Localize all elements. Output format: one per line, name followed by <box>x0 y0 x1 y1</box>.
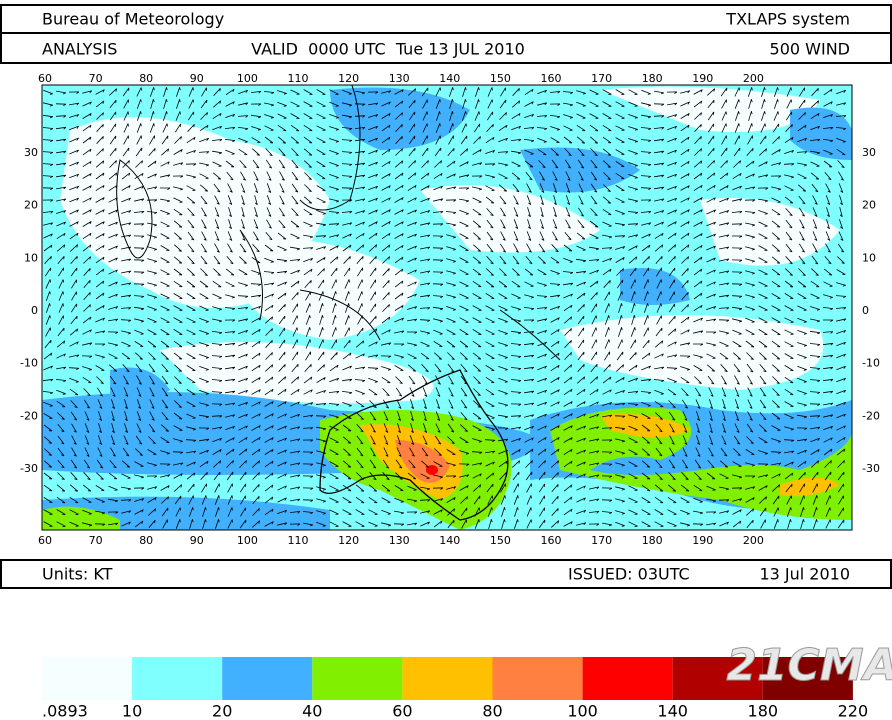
lon-label-top: 90 <box>190 72 204 85</box>
lon-label-bottom: 120 <box>338 534 359 547</box>
legend-swatch <box>582 657 673 700</box>
australia-coast <box>319 369 509 521</box>
lon-label-bottom: 60 <box>38 534 52 547</box>
legend-label: 140 <box>657 702 688 720</box>
lon-label-top: 150 <box>490 72 511 85</box>
lat-label-right: -10 <box>862 357 880 370</box>
calm-areas <box>60 86 840 404</box>
lon-label-bottom: 70 <box>89 534 103 547</box>
lat-label-left: 20 <box>24 199 38 212</box>
lon-label-top: 110 <box>288 72 309 85</box>
lon-label-bottom: 100 <box>237 534 258 547</box>
lon-label-bottom: 150 <box>490 534 511 547</box>
legend-label: .0893 <box>42 702 88 720</box>
header-right: TXLAPS system <box>725 10 850 29</box>
lon-label-bottom: 90 <box>190 534 204 547</box>
legend-swatch <box>222 657 313 700</box>
lat-label-right: 30 <box>862 146 876 159</box>
lon-label-bottom: 130 <box>389 534 410 547</box>
lat-label-right: 0 <box>862 304 869 317</box>
header-left: Bureau of Meteorology <box>42 10 224 29</box>
lon-label-top: 160 <box>541 72 562 85</box>
lon-label-bottom: 170 <box>591 534 612 547</box>
legend-swatch <box>402 657 493 700</box>
lat-label-right: -30 <box>862 462 880 475</box>
legend-label: 220 <box>838 702 869 720</box>
lat-label-right: 20 <box>862 199 876 212</box>
lon-label-bottom: 200 <box>743 534 764 547</box>
lon-label-top: 100 <box>237 72 258 85</box>
legend-swatch <box>132 657 223 700</box>
legend-swatch <box>672 657 763 700</box>
sub-center: VALID 0000 UTC Tue 13 JUL 2010 <box>251 40 525 59</box>
lon-label-bottom: 140 <box>439 534 460 547</box>
lon-label-top: 140 <box>439 72 460 85</box>
lon-label-top: 200 <box>743 72 764 85</box>
legend-label: 10 <box>122 702 142 720</box>
lon-label-top: 180 <box>642 72 663 85</box>
jet-max <box>426 465 438 475</box>
footer-issued: ISSUED: 03UTC <box>568 565 690 584</box>
lat-label-left: -20 <box>20 409 38 422</box>
footer-box <box>0 559 892 589</box>
lon-label-bottom: 180 <box>642 534 663 547</box>
legend-label: 100 <box>567 702 598 720</box>
lon-label-top: 120 <box>338 72 359 85</box>
legend-label: 180 <box>748 702 779 720</box>
legend-swatch <box>492 657 583 700</box>
legend-swatch <box>762 657 853 700</box>
lat-label-left: -10 <box>20 357 38 370</box>
arrow-set <box>42 87 847 529</box>
lon-label-top: 70 <box>89 72 103 85</box>
lon-label-bottom: 190 <box>692 534 713 547</box>
legend-label: 80 <box>482 702 502 720</box>
map: 6060707080809090100100110110120120130130… <box>20 72 880 547</box>
footer-date: 13 Jul 2010 <box>759 565 850 584</box>
legend-label: 60 <box>392 702 412 720</box>
lat-label-left: 0 <box>31 304 38 317</box>
wind-arrows <box>42 87 847 529</box>
lat-label-left: -30 <box>20 462 38 475</box>
sub-right: 500 WIND <box>770 40 850 59</box>
lon-label-top: 80 <box>139 72 153 85</box>
lon-label-top: 60 <box>38 72 52 85</box>
lat-label-left: 30 <box>24 146 38 159</box>
lon-label-top: 130 <box>389 72 410 85</box>
legend-label: 40 <box>302 702 322 720</box>
sub-left: ANALYSIS <box>42 40 117 59</box>
lon-label-top: 190 <box>692 72 713 85</box>
lat-label-left: 10 <box>24 251 38 264</box>
coastlines <box>116 85 561 361</box>
legend-label: 20 <box>212 702 232 720</box>
legend-swatch <box>42 657 133 700</box>
lon-label-bottom: 110 <box>288 534 309 547</box>
lat-label-right: 10 <box>862 251 876 264</box>
lat-label-right: -20 <box>862 409 880 422</box>
watermark: 21CMA <box>726 640 892 691</box>
lon-label-bottom: 80 <box>139 534 153 547</box>
legend: .0893 10 20 40 60 80 100 140 180 220 <box>42 657 868 720</box>
map-frame <box>41 84 853 531</box>
lon-label-bottom: 160 <box>541 534 562 547</box>
lon-label-top: 170 <box>591 72 612 85</box>
wind-field <box>42 85 852 530</box>
footer-units: Units: KT <box>42 565 113 584</box>
legend-swatch <box>312 657 403 700</box>
